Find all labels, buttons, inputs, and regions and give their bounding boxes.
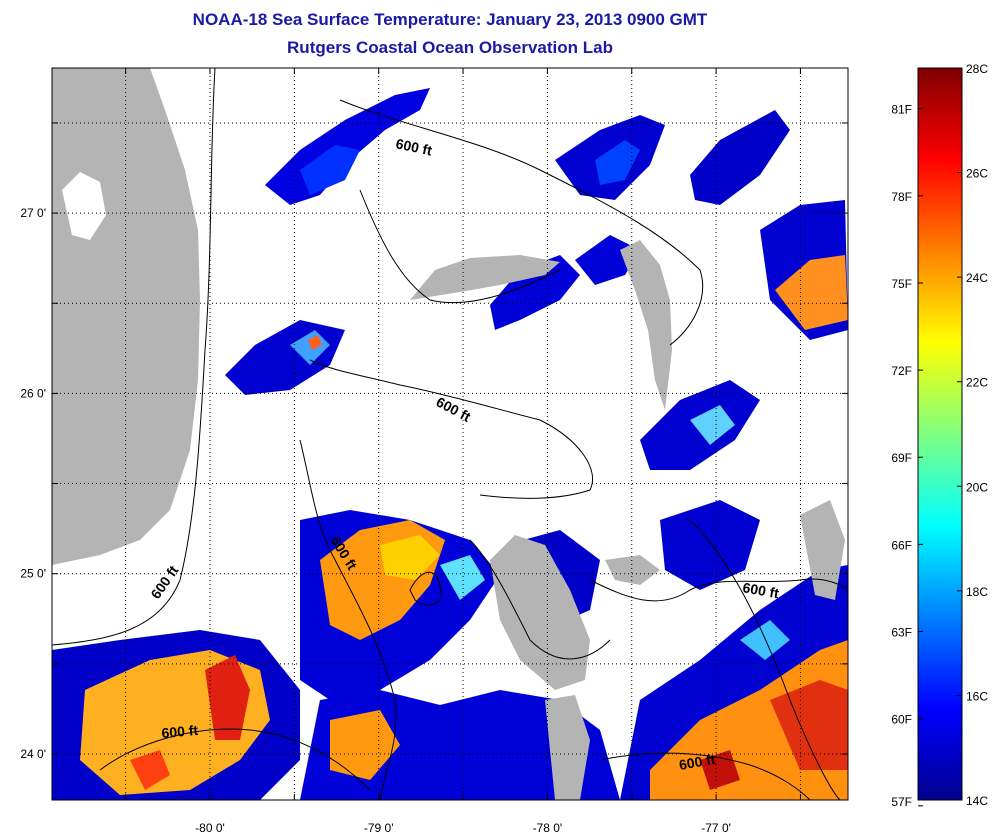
sst-patch bbox=[690, 405, 735, 445]
inland-white bbox=[62, 172, 106, 240]
colorbar-scale bbox=[917, 67, 963, 801]
colorbar-celsius-label: 16C bbox=[966, 689, 988, 703]
longitude-label: -80 0' bbox=[195, 821, 225, 835]
colorbar-ticks bbox=[918, 67, 962, 807]
longitude-label: -79 0' bbox=[364, 821, 394, 835]
latitude-label: 26 0' bbox=[20, 386, 46, 400]
sst-patch bbox=[130, 750, 170, 790]
contour-line bbox=[299, 439, 397, 800]
longitude-label: -78 0' bbox=[533, 821, 563, 835]
colorbar-celsius-label: 14C bbox=[966, 794, 988, 808]
contour-line bbox=[409, 572, 442, 606]
colorbar-celsius-label: 22C bbox=[966, 376, 988, 390]
sst-patch bbox=[660, 500, 760, 590]
colorbar-fahrenheit-label: 75F bbox=[891, 277, 912, 291]
depth-contours bbox=[52, 68, 848, 800]
colorbar-fahrenheit-label: 69F bbox=[891, 451, 912, 465]
contour-line bbox=[99, 728, 371, 791]
sst-patch bbox=[490, 255, 580, 330]
colorbar-fahrenheit-label: 81F bbox=[891, 103, 912, 117]
colorbar-celsius-label: 24C bbox=[966, 271, 988, 285]
colorbar-fahrenheit-label: 60F bbox=[891, 713, 912, 727]
sst-patch bbox=[440, 555, 485, 600]
contour-label: 600 ft bbox=[394, 135, 433, 158]
map-subtitle: Rutgers Coastal Ocean Observation Lab bbox=[287, 38, 613, 57]
map-title: NOAA-18 Sea Surface Temperature: January… bbox=[192, 10, 708, 29]
contour-line bbox=[339, 99, 704, 346]
sst-patch bbox=[330, 710, 400, 780]
contour-line bbox=[469, 539, 611, 660]
map-content: 600 ft 600 ft 600 ft 600 ft 600 ft 600 f… bbox=[52, 68, 848, 800]
colorbar: 28C 26C 24C 22C 20C 18C 16C 14C 81F 78F 75F 72F 69F… bbox=[891, 62, 988, 809]
longitude-labels: -80 0' -79 0' -78 0' -77 0' bbox=[195, 821, 731, 835]
latitude-labels: 27 0' 26 0' 25 0' 24 0' bbox=[20, 206, 46, 761]
colorbar-celsius-label: 18C bbox=[966, 585, 988, 599]
sst-patch bbox=[308, 335, 322, 350]
latitude-label: 25 0' bbox=[20, 567, 46, 581]
sst-patch bbox=[595, 140, 640, 185]
colorbar-celsius-label: 26C bbox=[966, 167, 988, 181]
cat-island-land bbox=[800, 500, 845, 600]
eleuthera-land bbox=[605, 555, 660, 585]
map-frame bbox=[51, 67, 849, 801]
contour-line bbox=[689, 519, 841, 800]
contour-line bbox=[599, 752, 811, 800]
andros-south-land bbox=[545, 695, 590, 800]
colorbar-fahrenheit-labels: 81F 78F 75F 72F 69F 66F 63F 60F 57F bbox=[891, 103, 912, 809]
sst-patch bbox=[205, 655, 250, 740]
contour-line bbox=[309, 359, 594, 499]
sst-patch bbox=[380, 535, 440, 580]
colorbar-celsius-label: 28C bbox=[966, 62, 988, 76]
latitude-label: 24 0' bbox=[20, 747, 46, 761]
contour-line bbox=[589, 578, 848, 602]
colorbar-celsius-labels: 28C 26C 24C 22C 20C 18C 16C 14C bbox=[966, 62, 988, 808]
longitude-label: -77 0' bbox=[701, 821, 731, 835]
sst-patch bbox=[575, 235, 640, 285]
graticule bbox=[52, 68, 848, 800]
contour-label: 600 ft bbox=[678, 751, 717, 773]
colorbar-celsius-label: 20C bbox=[966, 480, 988, 494]
contour-label: 600 ft bbox=[741, 579, 780, 601]
andros-land bbox=[490, 535, 590, 690]
sst-patch bbox=[775, 255, 848, 330]
sst-patch bbox=[290, 330, 330, 365]
contour-label: 600 ft bbox=[161, 722, 199, 741]
abaco-land bbox=[620, 240, 672, 410]
axis-ticks bbox=[52, 68, 848, 800]
sst-patch bbox=[690, 110, 790, 205]
colorbar-fahrenheit-label: 72F bbox=[891, 364, 912, 378]
colorbar-fahrenheit-label: 63F bbox=[891, 626, 912, 640]
sst-patch bbox=[740, 620, 790, 660]
contour-line bbox=[52, 68, 216, 646]
colorbar-fahrenheit-label: 78F bbox=[891, 190, 912, 204]
sst-patch bbox=[770, 680, 848, 770]
colorbar-fahrenheit-label: 57F bbox=[891, 795, 912, 809]
grand-bahama-land bbox=[410, 255, 560, 300]
colorbar-fahrenheit-label: 66F bbox=[891, 538, 912, 552]
sst-patch bbox=[300, 145, 360, 195]
latitude-label: 27 0' bbox=[20, 206, 46, 220]
